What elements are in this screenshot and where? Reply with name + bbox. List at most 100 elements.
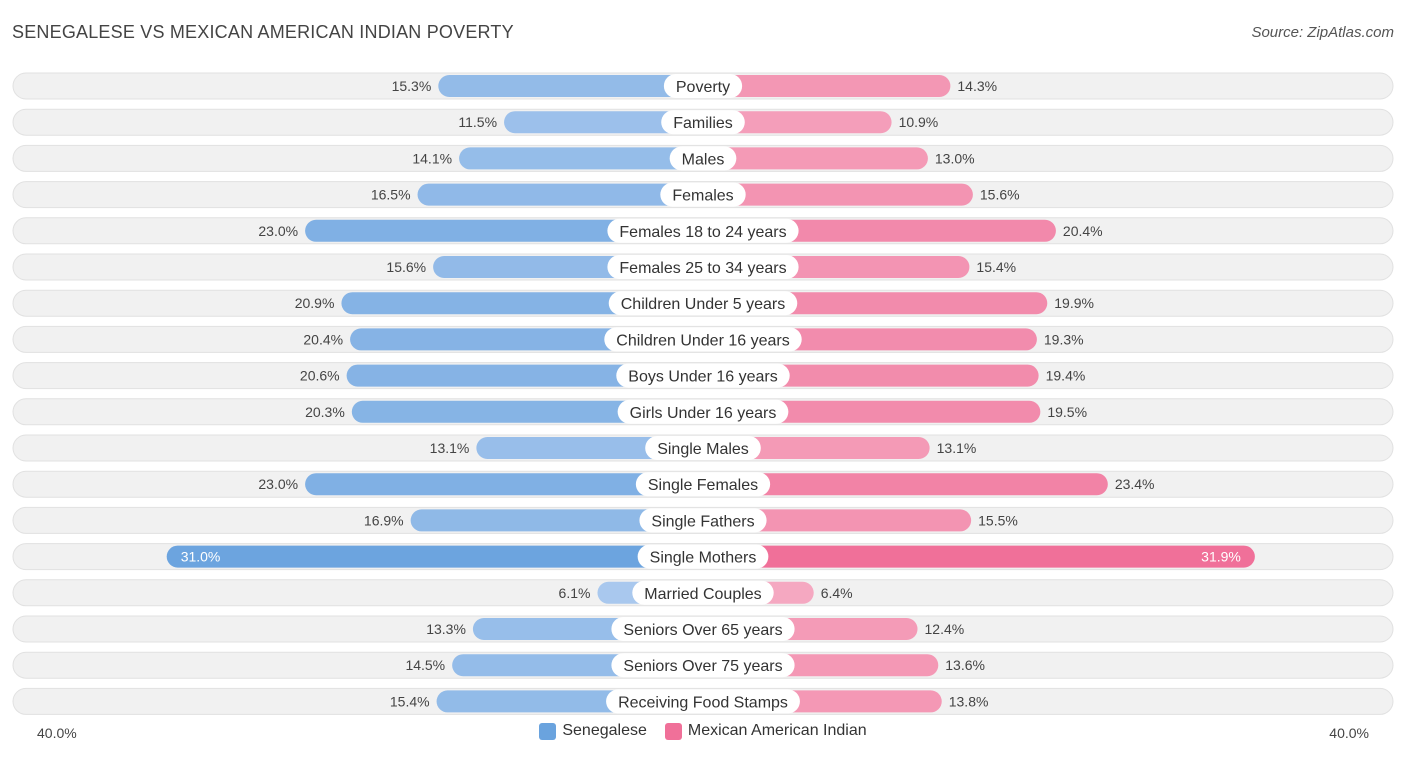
category-pill-children-under-5-years <box>608 291 798 316</box>
legend-item-senegalese[interactable]: Senegalese <box>539 722 647 740</box>
bar-mexican-american-indian-girls-under-16-years[interactable] <box>703 400 1041 423</box>
category-label-girls-under-16-years: Girls Under 16 years <box>630 405 777 422</box>
value-label-senegalese-males: 14.1% <box>412 150 452 166</box>
value-label-mexican-american-indian-single-fathers: 15.5% <box>978 512 1018 528</box>
category-pill-females-18-to-24-years <box>607 218 799 243</box>
value-label-senegalese-seniors-over-75-years: 14.5% <box>405 657 445 673</box>
category-pill-families <box>661 110 745 135</box>
value-label-mexican-american-indian-seniors-over-75-years: 13.6% <box>945 657 985 673</box>
value-label-mexican-american-indian-single-females: 23.4% <box>1115 476 1155 492</box>
value-label-mexican-american-indian-receiving-food-stamps: 13.8% <box>949 693 989 709</box>
bar-senegalese-families[interactable] <box>504 111 703 134</box>
legend-label-mexican-american-indian: Mexican American Indian <box>687 722 867 739</box>
value-label-senegalese-single-males: 13.1% <box>430 440 470 456</box>
chart-title: SENEGALESE VS MEXICAN AMERICAN INDIAN PO… <box>12 22 514 42</box>
value-label-mexican-american-indian-single-mothers: 31.9% <box>1201 549 1241 565</box>
legend-item-mexican-american-indian[interactable]: Mexican American Indian <box>664 722 867 740</box>
value-label-mexican-american-indian-girls-under-16-years: 19.5% <box>1047 404 1087 420</box>
category-label-married-couples: Married Couples <box>644 586 761 603</box>
bar-senegalese-females-18-to-24-years[interactable] <box>305 219 703 242</box>
category-label-females-18-to-24-years: Females 18 to 24 years <box>619 224 786 241</box>
bar-mexican-american-indian-single-females[interactable] <box>703 473 1108 496</box>
value-label-senegalese-single-mothers: 31.0% <box>181 549 221 565</box>
category-label-single-mothers: Single Mothers <box>650 550 757 567</box>
value-label-senegalese-seniors-over-65-years: 13.3% <box>426 621 466 637</box>
bar-senegalese-single-fathers[interactable] <box>410 509 703 532</box>
legend-swatch-mexican-american-indian <box>664 722 682 740</box>
bar-mexican-american-indian-males[interactable] <box>703 147 928 170</box>
category-pill-seniors-over-65-years <box>611 617 795 641</box>
bar-senegalese-females[interactable] <box>417 183 703 206</box>
value-label-senegalese-receiving-food-stamps: 15.4% <box>390 693 430 709</box>
value-label-senegalese-children-under-16-years: 20.4% <box>303 331 343 347</box>
category-pill-married-couples <box>632 580 774 605</box>
category-pill-children-under-16-years <box>604 327 802 352</box>
value-label-senegalese-married-couples: 6.1% <box>559 585 591 601</box>
category-label-single-females: Single Females <box>648 477 758 494</box>
value-label-senegalese-children-under-5-years: 20.9% <box>295 295 335 311</box>
category-label-single-fathers: Single Fathers <box>651 513 754 530</box>
category-label-females: Females <box>672 188 733 205</box>
bar-senegalese-girls-under-16-years[interactable] <box>351 400 703 423</box>
category-label-receiving-food-stamps: Receiving Food Stamps <box>618 694 788 711</box>
category-label-single-males: Single Males <box>657 441 749 458</box>
value-label-mexican-american-indian-boys-under-16-years: 19.4% <box>1046 368 1086 384</box>
category-pill-seniors-over-75-years <box>611 653 795 678</box>
value-label-mexican-american-indian-single-males: 13.1% <box>937 440 977 456</box>
bar-senegalese-single-females[interactable] <box>305 473 703 496</box>
bar-mexican-american-indian-single-males[interactable] <box>703 437 930 459</box>
category-pill-single-females <box>635 472 771 497</box>
bar-senegalese-boys-under-16-years[interactable] <box>346 364 703 387</box>
axis-max-label: 40.0% <box>1329 725 1369 741</box>
value-label-mexican-american-indian-females-18-to-24-years: 20.4% <box>1063 223 1103 239</box>
bar-senegalese-single-mothers[interactable] <box>166 545 703 568</box>
value-label-mexican-american-indian-children-under-16-years: 19.3% <box>1044 331 1084 347</box>
legend-label-senegalese: Senegalese <box>562 722 647 739</box>
legend: Senegalese Mexican American Indian <box>0 722 1406 740</box>
value-label-senegalese-poverty: 15.3% <box>392 78 432 94</box>
category-pill-single-fathers <box>639 508 767 533</box>
value-label-mexican-american-indian-seniors-over-65-years: 12.4% <box>925 621 965 637</box>
bar-senegalese-single-males[interactable] <box>476 437 703 459</box>
value-label-senegalese-females-18-to-24-years: 23.0% <box>258 223 298 239</box>
category-label-children-under-5-years: Children Under 5 years <box>621 296 786 313</box>
value-label-senegalese-single-fathers: 16.9% <box>364 512 404 528</box>
category-label-families: Families <box>673 115 733 132</box>
category-label-boys-under-16-years: Boys Under 16 years <box>628 369 777 386</box>
value-label-mexican-american-indian-married-couples: 6.4% <box>821 585 853 601</box>
category-pill-girls-under-16-years <box>617 399 789 424</box>
value-label-mexican-american-indian-poverty: 14.3% <box>957 78 997 94</box>
bar-mexican-american-indian-females[interactable] <box>703 183 973 206</box>
value-label-mexican-american-indian-females-25-to-34-years: 15.4% <box>976 259 1016 275</box>
bar-senegalese-poverty[interactable] <box>438 75 703 97</box>
category-pill-females <box>660 182 746 207</box>
bar-mexican-american-indian-families[interactable] <box>703 111 892 134</box>
category-pill-single-males <box>645 436 761 460</box>
bar-mexican-american-indian-single-fathers[interactable] <box>703 509 972 532</box>
category-label-females-25-to-34-years: Females 25 to 34 years <box>619 260 786 277</box>
category-label-seniors-over-75-years: Seniors Over 75 years <box>623 658 782 675</box>
axis-min-label: 40.0% <box>37 725 77 741</box>
source-label: Source: ZipAtlas.com <box>1251 24 1394 41</box>
category-label-seniors-over-65-years: Seniors Over 65 years <box>623 622 782 639</box>
value-label-senegalese-females: 16.5% <box>371 187 411 203</box>
value-label-senegalese-single-females: 23.0% <box>258 476 298 492</box>
value-label-mexican-american-indian-males: 13.0% <box>935 150 975 166</box>
value-label-mexican-american-indian-children-under-5-years: 19.9% <box>1054 295 1094 311</box>
category-pill-males <box>669 146 737 171</box>
value-label-mexican-american-indian-females: 15.6% <box>980 187 1020 203</box>
value-label-senegalese-families: 11.5% <box>458 114 497 130</box>
value-label-senegalese-females-25-to-34-years: 15.6% <box>386 259 426 275</box>
category-pill-receiving-food-stamps <box>606 689 800 714</box>
value-label-senegalese-girls-under-16-years: 20.3% <box>305 404 345 420</box>
category-label-males: Males <box>682 151 725 168</box>
bar-mexican-american-indian-single-mothers[interactable] <box>703 545 1255 568</box>
bar-senegalese-males[interactable] <box>459 147 703 170</box>
category-label-children-under-16-years: Children Under 16 years <box>616 332 789 349</box>
legend-swatch-senegalese <box>539 722 557 740</box>
value-label-mexican-american-indian-families: 10.9% <box>899 114 939 130</box>
bar-mexican-american-indian-poverty[interactable] <box>703 75 951 97</box>
category-pill-boys-under-16-years <box>616 363 790 388</box>
category-pill-single-mothers <box>637 544 769 569</box>
